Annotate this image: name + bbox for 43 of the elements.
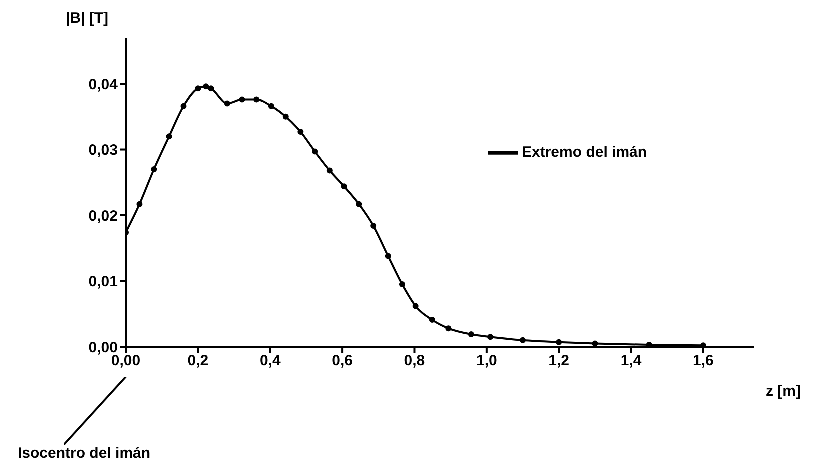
point bbox=[166, 134, 172, 140]
x-tick-label: 0,4 bbox=[260, 352, 282, 370]
point bbox=[326, 168, 333, 174]
y-tick-label: 0,02 bbox=[88, 208, 118, 225]
y-axis-title: |B| [T] bbox=[66, 10, 109, 27]
y-tick-label: 0,03 bbox=[88, 142, 118, 160]
point bbox=[224, 100, 230, 107]
point bbox=[282, 114, 289, 120]
point bbox=[208, 86, 214, 92]
x-tick-label: 0,6 bbox=[332, 352, 353, 370]
point bbox=[151, 166, 158, 172]
point bbox=[556, 339, 562, 346]
legend-label: Extremo del imán bbox=[522, 144, 648, 161]
point bbox=[488, 334, 494, 340]
x-tick-label: 1,0 bbox=[476, 352, 498, 370]
x-tick-label: 1,4 bbox=[620, 352, 642, 370]
point bbox=[203, 84, 210, 90]
point bbox=[385, 253, 392, 260]
point bbox=[399, 282, 406, 288]
point bbox=[412, 303, 419, 310]
x-tick-label: 1,2 bbox=[548, 352, 570, 370]
x-axis-title: z [m] bbox=[766, 383, 801, 400]
y-tick-label: 0,04 bbox=[88, 76, 119, 94]
point bbox=[429, 317, 436, 324]
point bbox=[268, 103, 274, 110]
text: Isocentro del imán bbox=[18, 445, 151, 462]
point bbox=[446, 326, 452, 332]
point bbox=[370, 223, 377, 230]
y-tick-label: 0,01 bbox=[88, 274, 118, 291]
point bbox=[239, 96, 246, 103]
x-tick-label: 0,8 bbox=[404, 352, 426, 370]
point bbox=[312, 148, 318, 155]
point bbox=[180, 103, 187, 110]
point bbox=[195, 86, 202, 92]
point bbox=[298, 129, 304, 136]
point bbox=[136, 201, 143, 208]
x-tick-label: 0,2 bbox=[188, 352, 209, 370]
point bbox=[254, 96, 260, 103]
point bbox=[520, 337, 526, 344]
point bbox=[356, 201, 362, 208]
point bbox=[468, 332, 474, 338]
x-tick-label: 1,6 bbox=[693, 352, 714, 370]
point bbox=[341, 184, 348, 190]
